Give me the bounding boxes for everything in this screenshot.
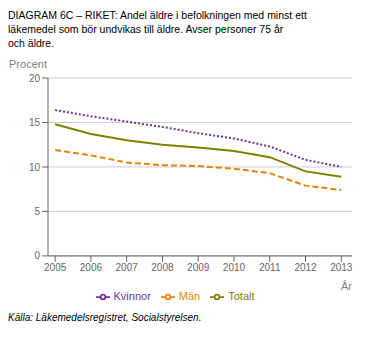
svg-text:0: 0 (34, 250, 40, 261)
svg-text:2007: 2007 (116, 262, 139, 273)
html-text:Totalt: Totalt (228, 289, 255, 302)
svg-text:2009: 2009 (187, 262, 210, 273)
svg-text:2012: 2012 (294, 262, 317, 273)
svg-text:Procent: Procent (9, 58, 47, 70)
svg-text:15: 15 (29, 117, 41, 128)
svg-text:2011: 2011 (259, 262, 281, 273)
svg-text:2006: 2006 (80, 262, 103, 273)
svg-text:2013: 2013 (330, 262, 353, 273)
html-text:DIAGRAM 6C – RIKET: Andel äldr: DIAGRAM 6C – RIKET: Andel äldre i befolk… (8, 9, 307, 49)
svg-text:2008: 2008 (151, 262, 174, 273)
html-text:Män: Män (178, 289, 201, 302)
svg-text:10: 10 (29, 162, 41, 173)
html-text:Kvinnor: Kvinnor (113, 289, 151, 302)
svg-text:5: 5 (34, 206, 40, 217)
html-text:Källa: Läkemedelsregistret, So: Källa: Läkemedelsregistret, Socialstyrel… (8, 312, 202, 323)
svg-text:2005: 2005 (44, 262, 67, 273)
svg-text:2010: 2010 (223, 262, 246, 273)
svg-text:20: 20 (29, 73, 41, 84)
svg-text:År: År (341, 280, 352, 292)
